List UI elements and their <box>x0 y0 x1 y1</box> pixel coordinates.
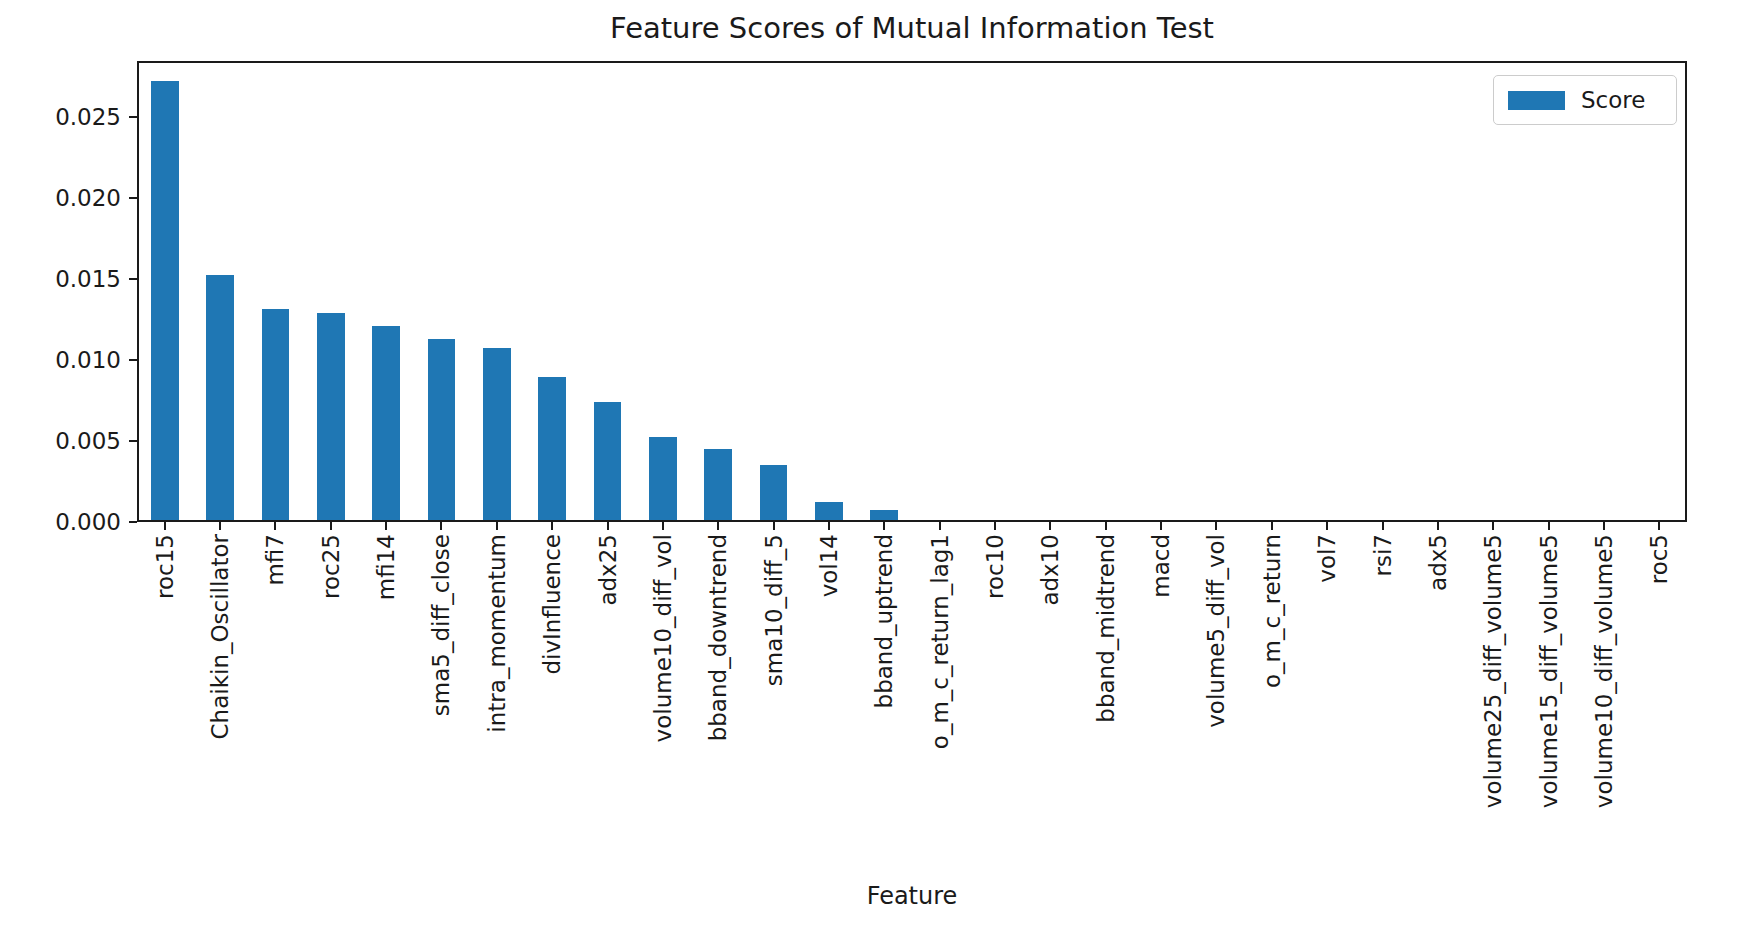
figure: Feature Scores of Mutual Information Tes… <box>0 0 1738 940</box>
x-tick-mark <box>717 522 719 530</box>
y-tick-mark <box>129 359 137 361</box>
x-tick-mark <box>1437 522 1439 530</box>
chart-title: Feature Scores of Mutual Information Tes… <box>137 11 1687 45</box>
bar-volume10_diff_vol <box>649 437 677 520</box>
bar-sma10_diff_5 <box>760 465 788 520</box>
bar-bband_uptrend <box>870 510 898 520</box>
x-tick-mark <box>440 522 442 530</box>
x-tick-label-volume5_diff_vol: volume5_diff_vol <box>1203 534 1229 728</box>
y-tick-label: 0.010 <box>0 349 121 372</box>
x-tick-mark <box>551 522 553 530</box>
bar-Chaikin_Oscillator <box>206 275 234 520</box>
x-tick-label-rsi7: rsi7 <box>1370 534 1396 576</box>
y-tick-mark <box>129 116 137 118</box>
x-tick-mark <box>994 522 996 530</box>
x-tick-mark <box>274 522 276 530</box>
x-tick-mark <box>1658 522 1660 530</box>
x-tick-mark <box>1215 522 1217 530</box>
bar-divInfluence <box>538 377 566 520</box>
bar-adx25 <box>594 402 622 520</box>
x-tick-label-volume25_diff_volume5: volume25_diff_volume5 <box>1480 534 1506 808</box>
x-tick-label-intra_momentum: intra_momentum <box>484 534 510 733</box>
x-tick-mark <box>1160 522 1162 530</box>
x-tick-mark <box>1049 522 1051 530</box>
x-tick-mark <box>883 522 885 530</box>
y-tick-label: 0.015 <box>0 268 121 291</box>
x-tick-mark <box>1105 522 1107 530</box>
x-tick-label-bband_downtrend: bband_downtrend <box>705 534 731 741</box>
x-tick-label-divInfluence: divInfluence <box>539 534 565 675</box>
x-tick-mark <box>607 522 609 530</box>
x-tick-mark <box>330 522 332 530</box>
x-tick-label-sma10_diff_5: sma10_diff_5 <box>761 534 787 686</box>
plot-area <box>137 61 1687 522</box>
bar-sma5_diff_close <box>428 339 456 520</box>
y-tick-mark <box>129 278 137 280</box>
x-tick-mark <box>164 522 166 530</box>
x-tick-label-o_m_c_return: o_m_c_return <box>1259 534 1285 688</box>
y-tick-mark <box>129 521 137 523</box>
bar-roc15 <box>151 81 179 520</box>
x-tick-mark <box>939 522 941 530</box>
bar-intra_momentum <box>483 348 511 520</box>
bar-mfi7 <box>262 309 290 520</box>
y-tick-label: 0.000 <box>0 511 121 534</box>
y-tick-mark <box>129 197 137 199</box>
x-tick-label-adx10: adx10 <box>1037 534 1063 606</box>
x-tick-label-roc10: roc10 <box>982 534 1008 599</box>
x-tick-label-sma5_diff_close: sma5_diff_close <box>428 534 454 716</box>
x-tick-label-bband_midtrend: bband_midtrend <box>1093 534 1119 723</box>
x-tick-label-adx25: adx25 <box>595 534 621 606</box>
y-tick-label: 0.025 <box>0 106 121 129</box>
x-tick-mark <box>496 522 498 530</box>
bar-roc25 <box>317 313 345 520</box>
x-tick-label-volume10_diff_vol: volume10_diff_vol <box>650 534 676 742</box>
x-tick-label-vol7: vol7 <box>1314 534 1340 583</box>
legend-label-score: Score <box>1581 87 1645 113</box>
x-tick-label-macd: macd <box>1148 534 1174 598</box>
x-tick-mark <box>385 522 387 530</box>
x-tick-label-roc5: roc5 <box>1646 534 1672 584</box>
x-tick-mark <box>828 522 830 530</box>
x-tick-label-volume10_diff_volume5: volume10_diff_volume5 <box>1591 534 1617 808</box>
y-tick-mark <box>129 440 137 442</box>
x-tick-mark <box>1603 522 1605 530</box>
x-tick-mark <box>1548 522 1550 530</box>
x-tick-label-bband_uptrend: bband_uptrend <box>871 534 897 708</box>
y-tick-label: 0.020 <box>0 187 121 210</box>
x-tick-label-adx5: adx5 <box>1425 534 1451 591</box>
x-tick-label-o_m_c_return_lag1: o_m_c_return_lag1 <box>927 534 953 749</box>
x-tick-mark <box>662 522 664 530</box>
x-tick-label-mfi14: mfi14 <box>373 534 399 600</box>
x-tick-mark <box>773 522 775 530</box>
x-tick-mark <box>1326 522 1328 530</box>
x-tick-mark <box>219 522 221 530</box>
legend: Score <box>1493 75 1677 125</box>
x-tick-label-roc15: roc15 <box>152 534 178 599</box>
bar-bband_downtrend <box>704 449 732 520</box>
bar-vol14 <box>815 502 843 520</box>
y-tick-label: 0.005 <box>0 430 121 453</box>
x-tick-label-volume15_diff_volume5: volume15_diff_volume5 <box>1536 534 1562 808</box>
x-tick-label-roc25: roc25 <box>318 534 344 599</box>
bar-mfi14 <box>372 326 400 520</box>
x-tick-label-vol14: vol14 <box>816 534 842 597</box>
x-tick-label-Chaikin_Oscillator: Chaikin_Oscillator <box>207 534 233 739</box>
legend-swatch-score <box>1508 91 1565 110</box>
x-tick-label-mfi7: mfi7 <box>262 534 288 586</box>
x-tick-mark <box>1382 522 1384 530</box>
x-tick-mark <box>1271 522 1273 530</box>
x-axis-label: Feature <box>137 882 1687 910</box>
x-tick-mark <box>1492 522 1494 530</box>
